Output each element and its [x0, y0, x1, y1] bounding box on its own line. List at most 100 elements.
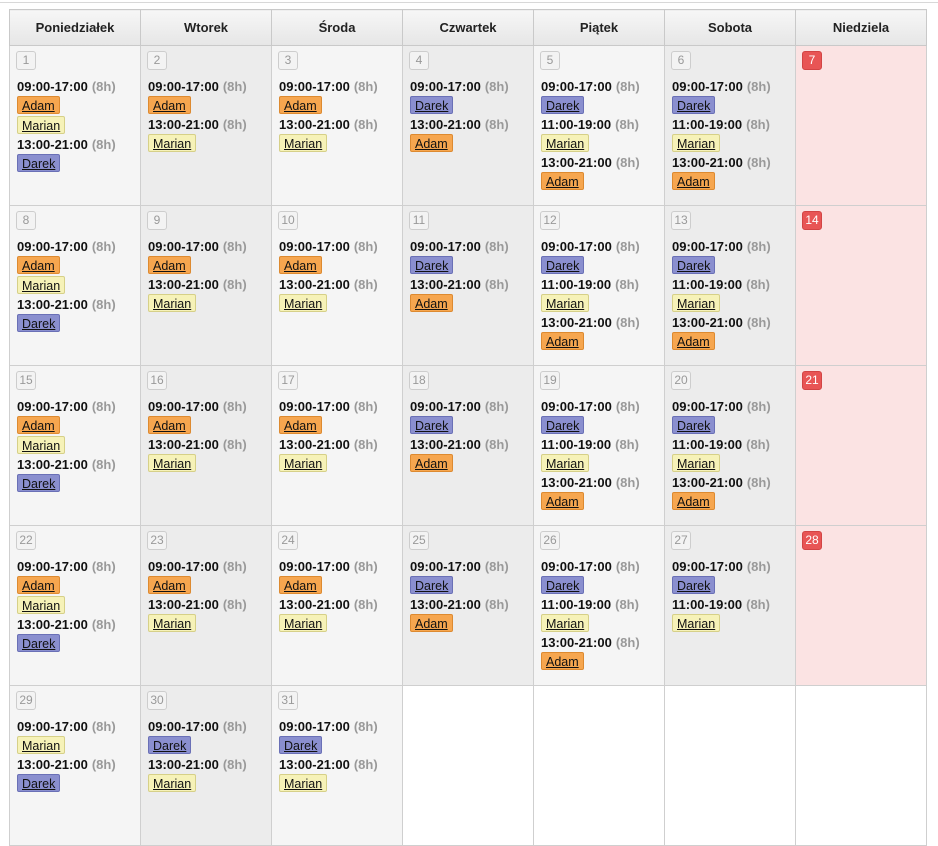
day-cell-friday[interactable]: 26 09:00-17:00 (8h) Darek 11:00-19:00 (8h) Mar…	[533, 525, 665, 686]
day-cell-saturday[interactable]: 13 09:00-17:00 (8h) Darek 11:00-19:00 (8h) Mar…	[664, 205, 796, 366]
day-cell-wednesday[interactable]: 17 09:00-17:00 (8h) Adam 13:00-21:00 (8h) Mari…	[271, 365, 403, 526]
day-cell-monday[interactable]: 29 09:00-17:00 (8h) Marian 13:00-21:00 (8h) Da…	[9, 685, 141, 846]
shift-entry: 11:00-19:00 (8h) Marian	[672, 276, 793, 312]
employee-tag-darek[interactable]: Darek	[410, 416, 454, 434]
employee-tag-darek[interactable]: Darek	[672, 96, 716, 114]
employee-tag-marian[interactable]: Marian	[279, 134, 328, 152]
employee-tag-adam[interactable]: Adam	[148, 96, 191, 114]
day-cell-tuesday[interactable]: 2 09:00-17:00 (8h) Adam 13:00-21:00 (8h) Maria…	[140, 45, 272, 206]
employee-tag-adam[interactable]: Adam	[279, 256, 322, 274]
employee-tag-adam[interactable]: Adam	[410, 454, 453, 472]
employee-tag-darek[interactable]: Darek	[541, 416, 585, 434]
day-cell-tuesday[interactable]: 23 09:00-17:00 (8h) Adam 13:00-21:00 (8h) Mari…	[140, 525, 272, 686]
employee-tag-adam[interactable]: Adam	[541, 492, 584, 510]
employee-tag-marian[interactable]: Marian	[279, 454, 328, 472]
employee-tag-darek[interactable]: Darek	[672, 256, 716, 274]
day-cell-thursday[interactable]: 25 09:00-17:00 (8h) Darek 13:00-21:00 (8h) Ada…	[402, 525, 534, 686]
day-cell-thursday[interactable]: 4 09:00-17:00 (8h) Darek 13:00-21:00 (8h) Adam	[402, 45, 534, 206]
shift-time-row: 13:00-21:00 (8h)	[148, 756, 269, 773]
day-cell-sunday[interactable]: 21	[795, 365, 927, 526]
employee-tag-marian[interactable]: Marian	[148, 774, 197, 792]
day-cell-monday[interactable]: 8 09:00-17:00 (8h) Adam Marian 13:00-21:00 (8h…	[9, 205, 141, 366]
day-cell-tuesday[interactable]: 9 09:00-17:00 (8h) Adam 13:00-21:00 (8h) Maria…	[140, 205, 272, 366]
day-cell-wednesday[interactable]: 24 09:00-17:00 (8h) Adam 13:00-21:00 (8h) Mari…	[271, 525, 403, 686]
employee-tag-darek[interactable]: Darek	[17, 774, 61, 792]
employee-tag-marian[interactable]: Marian	[279, 294, 328, 312]
employee-tag-darek[interactable]: Darek	[17, 154, 61, 172]
day-cell-sunday[interactable]: 14	[795, 205, 927, 366]
employee-tag-darek[interactable]: Darek	[17, 474, 61, 492]
employee-tag-adam[interactable]: Adam	[148, 256, 191, 274]
employee-tag-marian[interactable]: Marian	[17, 116, 66, 134]
employee-tag-adam[interactable]: Adam	[279, 576, 322, 594]
employee-tag-darek[interactable]: Darek	[148, 736, 192, 754]
day-cell-wednesday[interactable]: 10 09:00-17:00 (8h) Adam 13:00-21:00 (8h) Mari…	[271, 205, 403, 366]
employee-tag-adam[interactable]: Adam	[672, 172, 715, 190]
employee-tag-marian[interactable]: Marian	[148, 614, 197, 632]
employee-tag-marian[interactable]: Marian	[148, 294, 197, 312]
employee-tag-marian[interactable]: Marian	[17, 276, 66, 294]
employee-tag-adam[interactable]: Adam	[17, 96, 60, 114]
shift-time-row: 09:00-17:00 (8h)	[541, 558, 662, 575]
shift-time: 09:00-17:00	[279, 719, 350, 734]
employee-tag-adam[interactable]: Adam	[672, 332, 715, 350]
employee-tag-darek[interactable]: Darek	[672, 576, 716, 594]
employee-tag-adam[interactable]: Adam	[17, 256, 60, 274]
employee-tag-darek[interactable]: Darek	[541, 96, 585, 114]
day-cell-friday[interactable]: 12 09:00-17:00 (8h) Darek 11:00-19:00 (8h) Mar…	[533, 205, 665, 366]
employee-tag-adam[interactable]: Adam	[541, 332, 584, 350]
employee-tag-darek[interactable]: Darek	[410, 96, 454, 114]
employee-tag-darek[interactable]: Darek	[410, 256, 454, 274]
day-cell-thursday[interactable]: 18 09:00-17:00 (8h) Darek 13:00-21:00 (8h) Ada…	[402, 365, 534, 526]
employee-tag-adam[interactable]: Adam	[672, 492, 715, 510]
employee-tag-marian[interactable]: Marian	[541, 134, 590, 152]
day-cell-sunday[interactable]: 7	[795, 45, 927, 206]
employee-tag-adam[interactable]: Adam	[17, 576, 60, 594]
employee-tag-darek[interactable]: Darek	[410, 576, 454, 594]
day-cell-saturday[interactable]: 20 09:00-17:00 (8h) Darek 11:00-19:00 (8h) Mar…	[664, 365, 796, 526]
employee-tag-darek[interactable]: Darek	[672, 416, 716, 434]
employee-tag-marian[interactable]: Marian	[672, 454, 721, 472]
employee-tag-darek[interactable]: Darek	[17, 634, 61, 652]
day-cell-wednesday[interactable]: 3 09:00-17:00 (8h) Adam 13:00-21:00 (8h) Maria…	[271, 45, 403, 206]
employee-tag-marian[interactable]: Marian	[17, 436, 66, 454]
day-cell-saturday[interactable]: 27 09:00-17:00 (8h) Darek 11:00-19:00 (8h) Mar…	[664, 525, 796, 686]
employee-tag-marian[interactable]: Marian	[148, 134, 197, 152]
employee-tag-darek[interactable]: Darek	[17, 314, 61, 332]
employee-tag-marian[interactable]: Marian	[541, 454, 590, 472]
employee-tag-darek[interactable]: Darek	[541, 256, 585, 274]
employee-tag-marian[interactable]: Marian	[17, 596, 66, 614]
employee-tag-adam[interactable]: Adam	[541, 652, 584, 670]
employee-tag-adam[interactable]: Adam	[410, 294, 453, 312]
employee-tag-marian[interactable]: Marian	[672, 614, 721, 632]
employee-tag-marian[interactable]: Marian	[148, 454, 197, 472]
day-cell-monday[interactable]: 15 09:00-17:00 (8h) Adam Marian 13:00-21:00 (8…	[9, 365, 141, 526]
employee-tag-marian[interactable]: Marian	[672, 134, 721, 152]
employee-tag-darek[interactable]: Darek	[279, 736, 323, 754]
day-cell-monday[interactable]: 22 09:00-17:00 (8h) Adam Marian 13:00-21:00 (8…	[9, 525, 141, 686]
employee-tag-marian[interactable]: Marian	[541, 294, 590, 312]
employee-tag-adam[interactable]: Adam	[148, 416, 191, 434]
day-cell-saturday[interactable]: 6 09:00-17:00 (8h) Darek 11:00-19:00 (8h) Mari…	[664, 45, 796, 206]
day-cell-friday[interactable]: 19 09:00-17:00 (8h) Darek 11:00-19:00 (8h) Mar…	[533, 365, 665, 526]
employee-tag-adam[interactable]: Adam	[410, 614, 453, 632]
day-cell-tuesday[interactable]: 16 09:00-17:00 (8h) Adam 13:00-21:00 (8h) Mari…	[140, 365, 272, 526]
employee-tag-adam[interactable]: Adam	[279, 96, 322, 114]
employee-tag-marian[interactable]: Marian	[279, 774, 328, 792]
employee-tag-marian[interactable]: Marian	[672, 294, 721, 312]
employee-tag-adam[interactable]: Adam	[17, 416, 60, 434]
employee-tag-marian[interactable]: Marian	[279, 614, 328, 632]
employee-tag-adam[interactable]: Adam	[279, 416, 322, 434]
employee-tag-marian[interactable]: Marian	[17, 736, 66, 754]
day-cell-friday[interactable]: 5 09:00-17:00 (8h) Darek 11:00-19:00 (8h) Mari…	[533, 45, 665, 206]
employee-tag-adam[interactable]: Adam	[541, 172, 584, 190]
employee-tag-adam[interactable]: Adam	[148, 576, 191, 594]
day-cell-wednesday[interactable]: 31 09:00-17:00 (8h) Darek 13:00-21:00 (8h) Mar…	[271, 685, 403, 846]
day-cell-tuesday[interactable]: 30 09:00-17:00 (8h) Darek 13:00-21:00 (8h) Mar…	[140, 685, 272, 846]
employee-tag-darek[interactable]: Darek	[541, 576, 585, 594]
day-cell-thursday[interactable]: 11 09:00-17:00 (8h) Darek 13:00-21:00 (8h) Ada…	[402, 205, 534, 366]
day-cell-monday[interactable]: 1 09:00-17:00 (8h) Adam Marian 13:00-21:00 (8h…	[9, 45, 141, 206]
employee-tag-adam[interactable]: Adam	[410, 134, 453, 152]
employee-tag-marian[interactable]: Marian	[541, 614, 590, 632]
day-cell-sunday[interactable]: 28	[795, 525, 927, 686]
